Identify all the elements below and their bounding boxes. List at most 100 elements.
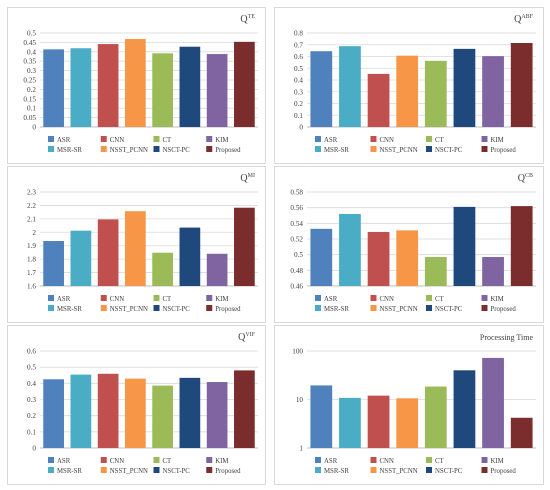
legend-label-cnn: CNN	[110, 137, 124, 144]
legend-label-nsct-pc: NSCT-PC	[435, 468, 463, 475]
bar-ct	[152, 385, 173, 448]
legend-label-nsst-pcnn: NSST_PCNN	[380, 147, 418, 154]
y-tick-label: 0.2	[27, 86, 36, 94]
legend-label-cnn: CNN	[380, 137, 394, 144]
chart-title: QCB	[518, 173, 533, 184]
chart-panel-qabf: 0 0.1 0.2 0.3 0.4 0.5 0.6 0.7 0.8 QABF ASR CNN CT KIM…	[274, 7, 544, 164]
legend-label-msr-sr: MSR-SR	[324, 468, 349, 475]
legend-swatch-asr	[315, 136, 321, 142]
legend-swatch-nsst-pcnn	[370, 467, 377, 473]
bar-kim	[206, 54, 228, 127]
y-tick-label: 2.2	[27, 202, 36, 210]
legend-swatch-proposed	[206, 146, 213, 152]
legend-swatch-nsct-pc	[426, 305, 432, 311]
y-tick-label: 0	[299, 124, 303, 132]
legend-swatch-cnn	[100, 136, 107, 142]
legend-label-nsst-pcnn: NSST_PCNN	[110, 306, 148, 313]
legend-swatch-nsct-pc	[153, 467, 160, 473]
bar-proposed	[510, 206, 533, 286]
bar-asr	[310, 51, 333, 127]
legend-swatch-ct	[426, 136, 432, 142]
bar-proposed	[234, 370, 255, 448]
legend-swatch-proposed	[481, 305, 488, 311]
legend-swatch-cnn	[370, 457, 377, 463]
y-tick-label: 0.2	[27, 412, 36, 420]
legend-label-nsct-pc: NSCT-PC	[163, 306, 191, 313]
bar-nsct-pc	[453, 206, 476, 286]
legend-swatch-cnn	[370, 295, 377, 301]
bar-nsst-pcnn	[125, 39, 146, 127]
legend-label-proposed: Proposed	[491, 468, 517, 475]
y-tick-label: 2.3	[27, 189, 36, 197]
bar-ct	[152, 252, 173, 286]
bar-asr	[43, 49, 64, 127]
legend-label-nsct-pc: NSCT-PC	[163, 468, 191, 475]
legend-label-msr-sr: MSR-SR	[324, 306, 349, 313]
chart-title-text: Q	[240, 14, 248, 25]
y-tick-label: 0.3	[27, 67, 36, 75]
legend-swatch-proposed	[206, 467, 213, 473]
legend-label-proposed: Proposed	[215, 147, 241, 154]
y-tick-label: 1.6	[27, 283, 36, 291]
legend-swatch-proposed	[481, 146, 488, 152]
chart-title: QTE	[240, 14, 255, 25]
legend-swatch-asr	[48, 457, 54, 463]
legend-label-ct: CT	[163, 458, 173, 465]
chart-title-text: Processing Time	[480, 333, 534, 342]
legend-swatch-nsst-pcnn	[370, 305, 377, 311]
chart-panel-qvif: 0 0.1 0.2 0.3 0.4 0.5 0.6 QVIF ASR CNN CT KIM MSR-SR…	[7, 325, 266, 485]
y-tick-label: 0.48	[290, 267, 303, 275]
chart-svg-processing-time: 1 10 100 Processing Time ASR CNN CT KIM MSR-SR NS…	[292, 333, 536, 475]
legend-swatch-kim	[206, 295, 213, 301]
chart-panel-qte: 0 0.05 0.1 0.15 0.2 0.25 0.3 0.35 0.4 0.45 0.5 QTE A…	[7, 7, 266, 164]
bar-asr	[43, 379, 64, 448]
bar-ct	[424, 60, 447, 127]
legend-swatch-nsct-pc	[153, 305, 160, 311]
chart-title-superscript: MI	[248, 173, 255, 179]
legend-swatch-nsst-pcnn	[100, 146, 107, 152]
chart-title-text: Q	[238, 332, 246, 343]
legend-swatch-nsst-pcnn	[100, 467, 107, 473]
legend-swatch-msr-sr	[48, 305, 54, 311]
bar-cnn	[367, 73, 390, 127]
chart-panel-processing-time: 1 10 100 Processing Time ASR CNN CT KIM MSR-SR NS…	[274, 325, 544, 485]
y-tick-label: 0.3	[294, 88, 303, 96]
chart-title-text: Q	[514, 14, 522, 25]
bar-cnn	[367, 231, 390, 286]
legend-label-nsct-pc: NSCT-PC	[435, 306, 463, 313]
bar-msr-sr	[70, 374, 92, 448]
chart-title-superscript: VIF	[245, 332, 255, 338]
chart-svg-qcb: 0.46 0.48 0.5 0.52 0.54 0.56 0.58 QCB ASR CNN CT KI…	[290, 173, 536, 313]
bar-cnn	[367, 395, 390, 448]
y-tick-label: 2.1	[27, 215, 36, 223]
legend-swatch-ct	[153, 295, 160, 301]
bar-asr	[43, 241, 64, 286]
legend-swatch-kim	[206, 136, 213, 142]
y-tick-label: 0.6	[294, 53, 303, 61]
legend-label-ct: CT	[163, 296, 173, 303]
legend-label-nsct-pc: NSCT-PC	[435, 147, 463, 154]
bar-nsst-pcnn	[125, 211, 146, 286]
legend-label-cnn: CNN	[380, 458, 394, 465]
legend-label-asr: ASR	[324, 458, 338, 465]
y-tick-label: 0.6	[27, 348, 36, 356]
bar-nsst-pcnn	[396, 55, 419, 127]
legend-label-ct: CT	[163, 137, 173, 144]
legend-swatch-ct	[153, 457, 160, 463]
bar-kim	[206, 253, 228, 286]
legend-swatch-cnn	[100, 295, 107, 301]
legend-swatch-msr-sr	[48, 146, 54, 152]
y-tick-label: 0.56	[290, 204, 303, 212]
legend-label-cnn: CNN	[110, 458, 124, 465]
legend-swatch-asr	[315, 457, 321, 463]
y-tick-label: 0.5	[27, 364, 36, 372]
legend-swatch-kim	[206, 457, 213, 463]
y-tick-label: 0.35	[23, 58, 36, 66]
y-tick-label: 10	[296, 396, 304, 404]
legend-swatch-nsct-pc	[426, 467, 432, 473]
legend-label-proposed: Proposed	[215, 306, 241, 313]
y-tick-label: 0.4	[27, 48, 36, 56]
y-tick-label: 1	[299, 445, 303, 453]
legend-swatch-kim	[481, 295, 488, 301]
